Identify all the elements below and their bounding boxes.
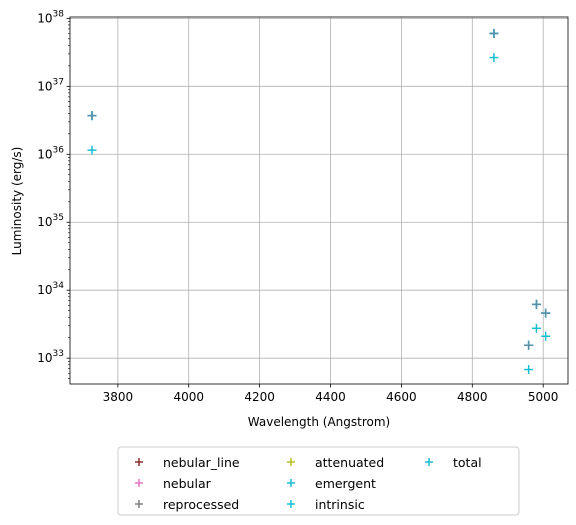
legend-marker-intrinsic bbox=[287, 500, 295, 508]
y-tick-label: 1033 bbox=[37, 349, 64, 365]
legend-label-total: total bbox=[453, 455, 482, 470]
legend-marker-total bbox=[425, 458, 433, 466]
data-point-total bbox=[531, 323, 541, 333]
x-axis-ticks: 3800 4000 4200 4400 4600 4800 5000 bbox=[103, 384, 559, 404]
data-point-overlap bbox=[87, 111, 97, 121]
legend-label-reprocessed: reprocessed bbox=[163, 497, 239, 512]
y-tick-label: 1037 bbox=[37, 77, 64, 93]
legend-label-attenuated: attenuated bbox=[315, 455, 384, 470]
data-point-total bbox=[541, 331, 551, 341]
legend-marker-attenuated bbox=[287, 458, 295, 466]
legend-frame bbox=[117, 446, 520, 516]
y-tick-label: 1034 bbox=[37, 281, 64, 297]
legend-marker-nebular_line bbox=[135, 458, 143, 466]
y-tick-label: 1038 bbox=[37, 9, 64, 25]
x-axis-label: Wavelength (Angstrom) bbox=[248, 415, 390, 429]
data-point-overlap bbox=[541, 308, 551, 318]
data-point-total bbox=[489, 53, 499, 63]
y-axis-label: Luminosity (erg/s) bbox=[10, 147, 24, 256]
x-tick-label: 4800 bbox=[457, 390, 488, 404]
data-point-total bbox=[87, 145, 97, 155]
y-axis-ticks: 1033 1034 1035 1036 1037 1038 bbox=[37, 9, 70, 379]
plot-frame bbox=[69, 16, 569, 385]
legend-label-intrinsic: intrinsic bbox=[315, 497, 365, 512]
plot-markers bbox=[87, 28, 551, 375]
data-point-total bbox=[524, 365, 534, 375]
x-tick-label: 4400 bbox=[315, 390, 346, 404]
legend-label-emergent: emergent bbox=[315, 476, 376, 491]
legend-label-nebular_line: nebular_line bbox=[163, 455, 240, 470]
x-tick-label: 4600 bbox=[386, 390, 417, 404]
data-point-overlap bbox=[489, 28, 499, 38]
y-tick-label: 1035 bbox=[37, 213, 64, 229]
x-tick-label: 5000 bbox=[528, 390, 559, 404]
grid bbox=[70, 17, 568, 384]
y-tick-label: 1036 bbox=[37, 145, 64, 161]
legend-marker-nebular bbox=[135, 479, 143, 487]
legend-marker-reprocessed bbox=[135, 500, 143, 508]
x-tick-label: 3800 bbox=[103, 390, 134, 404]
data-point-overlap bbox=[524, 340, 534, 350]
x-tick-label: 4000 bbox=[173, 390, 204, 404]
x-tick-label: 4200 bbox=[244, 390, 275, 404]
data-point-overlap bbox=[531, 299, 541, 309]
legend-label-nebular: nebular bbox=[163, 476, 212, 491]
legend-marker-emergent bbox=[287, 479, 295, 487]
